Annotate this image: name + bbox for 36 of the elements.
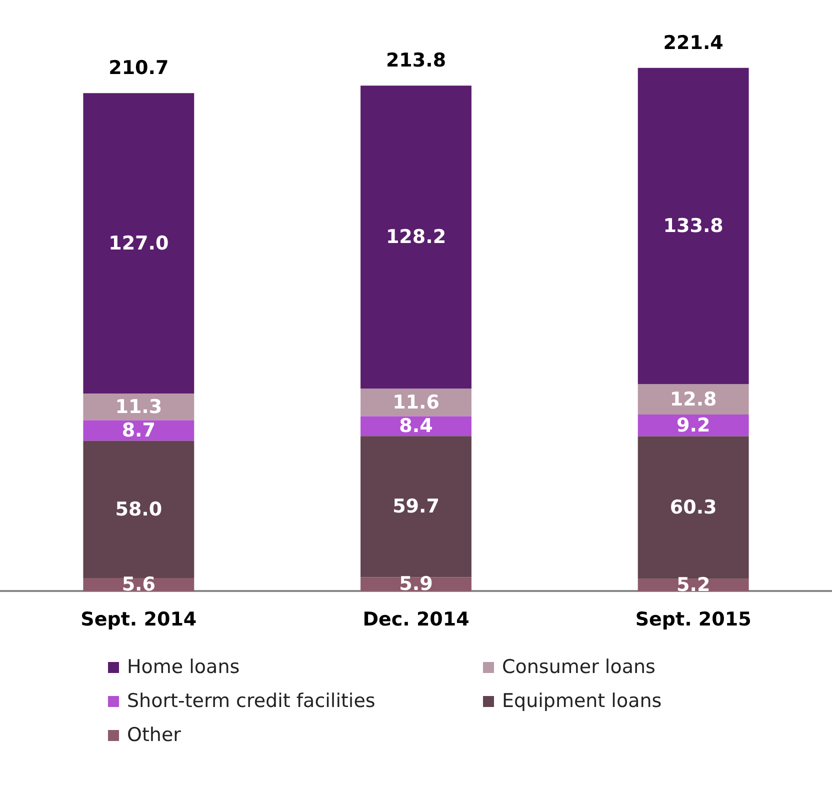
data-label: 127.0: [108, 232, 169, 254]
bar: [83, 440, 194, 578]
data-label: 5.9: [399, 573, 433, 596]
data-label: 133.8: [663, 215, 724, 238]
data-label: 8.7: [122, 419, 156, 442]
data-label: 128.2: [386, 226, 446, 248]
bar: [638, 68, 749, 384]
data-label: 58.0: [115, 498, 162, 520]
data-label: 9.2: [676, 414, 710, 436]
data-label: 11.3: [115, 396, 162, 418]
bar: [360, 416, 472, 436]
x-tick-label: Sept. 2015: [635, 608, 752, 631]
legend-label: Consumer loans: [502, 656, 656, 678]
data-label: 60.3: [670, 496, 717, 519]
bar: [638, 384, 749, 415]
bar: [360, 86, 472, 389]
data-label: 59.7: [392, 496, 440, 518]
data-label: 8.4: [399, 415, 433, 438]
legend-label: Short-term credit facilities: [127, 690, 376, 712]
legend-label: Other: [127, 724, 181, 746]
total-label: 213.8: [386, 50, 446, 72]
bar: [83, 420, 194, 441]
bar: [83, 93, 194, 394]
x-tick-label: Dec. 2014: [362, 608, 470, 631]
data-label: 12.8: [670, 388, 717, 410]
legend-label: Home loans: [127, 656, 240, 678]
bar: [83, 394, 194, 420]
data-label: 5.2: [676, 574, 710, 596]
bar: [638, 414, 749, 436]
x-tick-label: Sept. 2014: [80, 608, 197, 631]
bar: [360, 436, 472, 578]
total-label: 221.4: [663, 32, 724, 54]
legend-label: Equipment loans: [502, 690, 662, 712]
total-label: 210.7: [108, 57, 169, 80]
data-label: 5.6: [122, 574, 156, 596]
data-label: 11.6: [392, 391, 440, 414]
